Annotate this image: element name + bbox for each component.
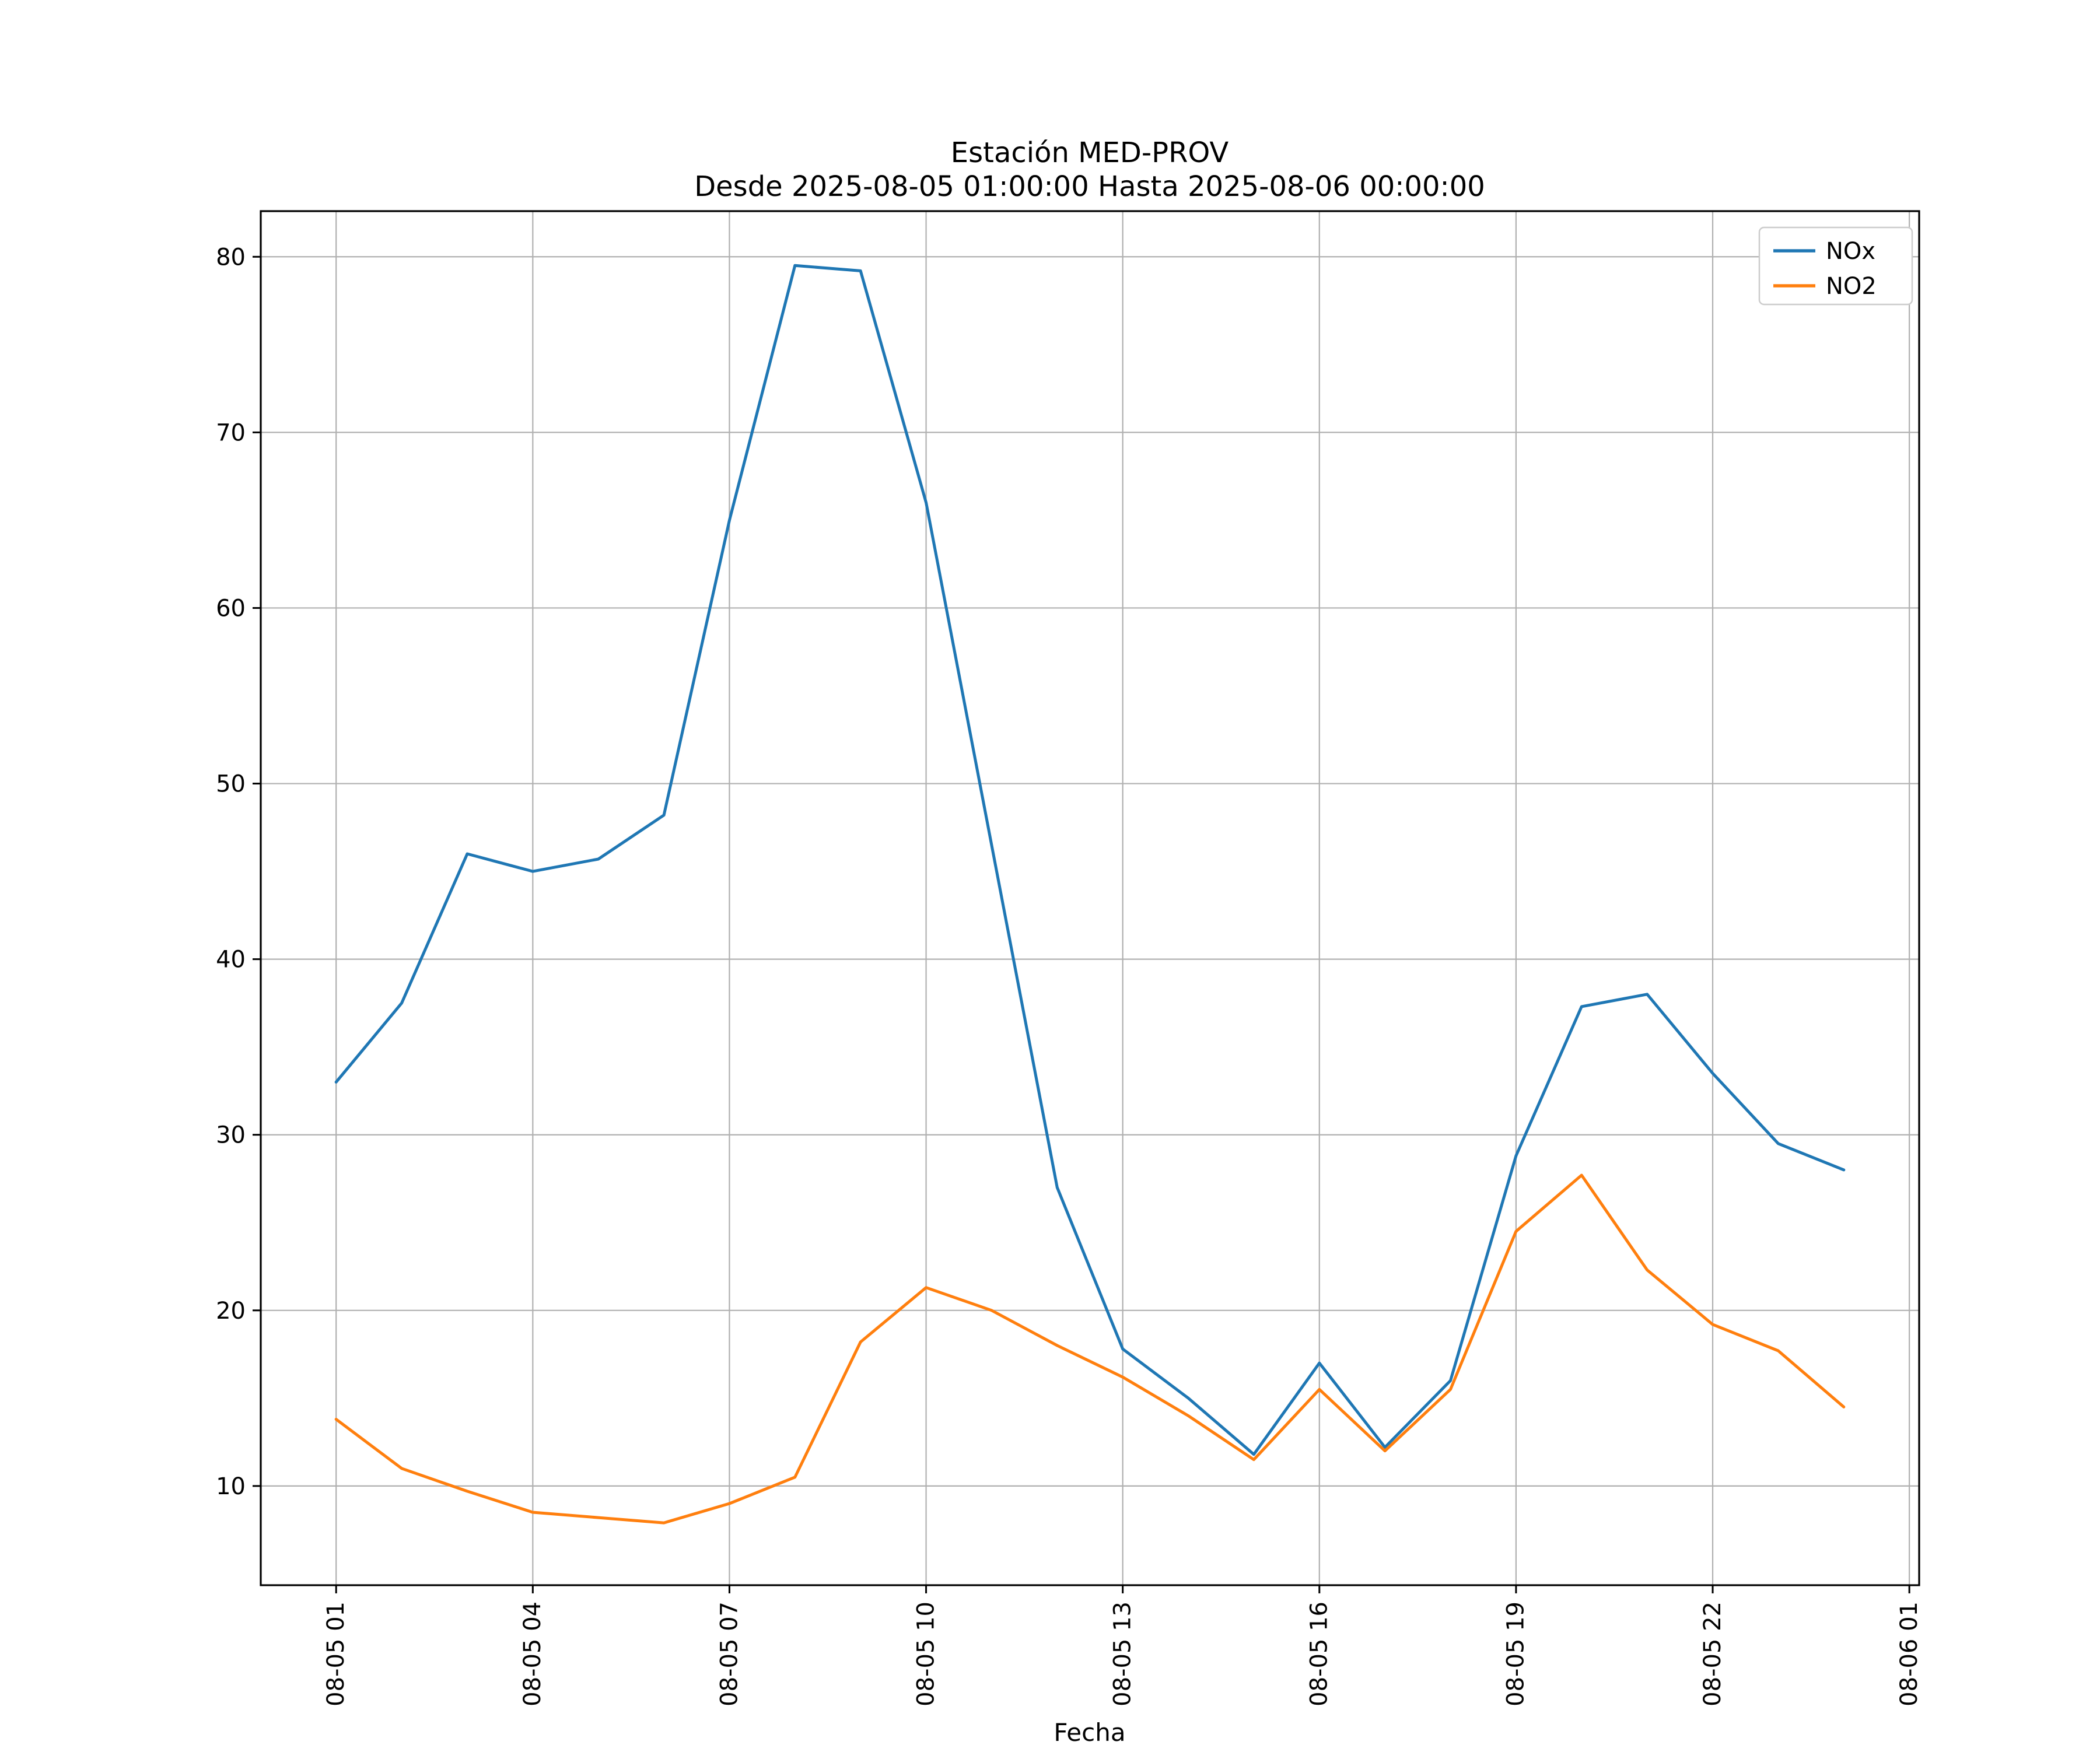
y-tick-label: 30 (216, 1122, 246, 1149)
series-layer (334, 264, 1846, 1525)
x-tick-label: 08-05 22 (1699, 1602, 1726, 1707)
chart-subtitle: Desde 2025-08-05 01:00:00 Hasta 2025-08-… (694, 170, 1485, 203)
x-tick-label: 08-05 19 (1503, 1602, 1530, 1707)
x-tick-label: 08-05 10 (912, 1602, 939, 1707)
tick-layer: 08-05 01 08-05 04 08-05 07 08-05 10 08-05 13… (216, 244, 1923, 1707)
x-tick-label: 08-05 01 (323, 1602, 349, 1707)
nox-line (334, 264, 1846, 1456)
legend-label-nox: NOx (1826, 238, 1875, 265)
x-axis-label: Fecha (1054, 1718, 1125, 1747)
grid-layer (261, 211, 1919, 1585)
y-tick-label: 50 (216, 771, 246, 798)
x-tick-label: 08-05 16 (1306, 1602, 1333, 1707)
plot-border (260, 210, 1920, 1586)
x-tick-label: 08-05 04 (519, 1602, 546, 1707)
chart-title: Estación MED-PROV (951, 136, 1229, 169)
x-tick-label: 08-06 01 (1896, 1602, 1923, 1707)
x-tick-label: 08-05 13 (1109, 1602, 1136, 1707)
legend-label-no2: NO2 (1826, 273, 1877, 300)
y-tick-label: 80 (216, 244, 246, 271)
y-tick-label: 60 (216, 595, 246, 622)
y-tick-label: 20 (216, 1298, 246, 1324)
no2-line (334, 1173, 1846, 1525)
y-tick-label: 10 (216, 1473, 246, 1500)
x-tick-label: 08-05 07 (716, 1602, 743, 1707)
y-tick-label: 40 (216, 947, 246, 973)
legend: NOx NO2 (1758, 226, 1913, 306)
y-tick-label: 70 (216, 419, 246, 446)
